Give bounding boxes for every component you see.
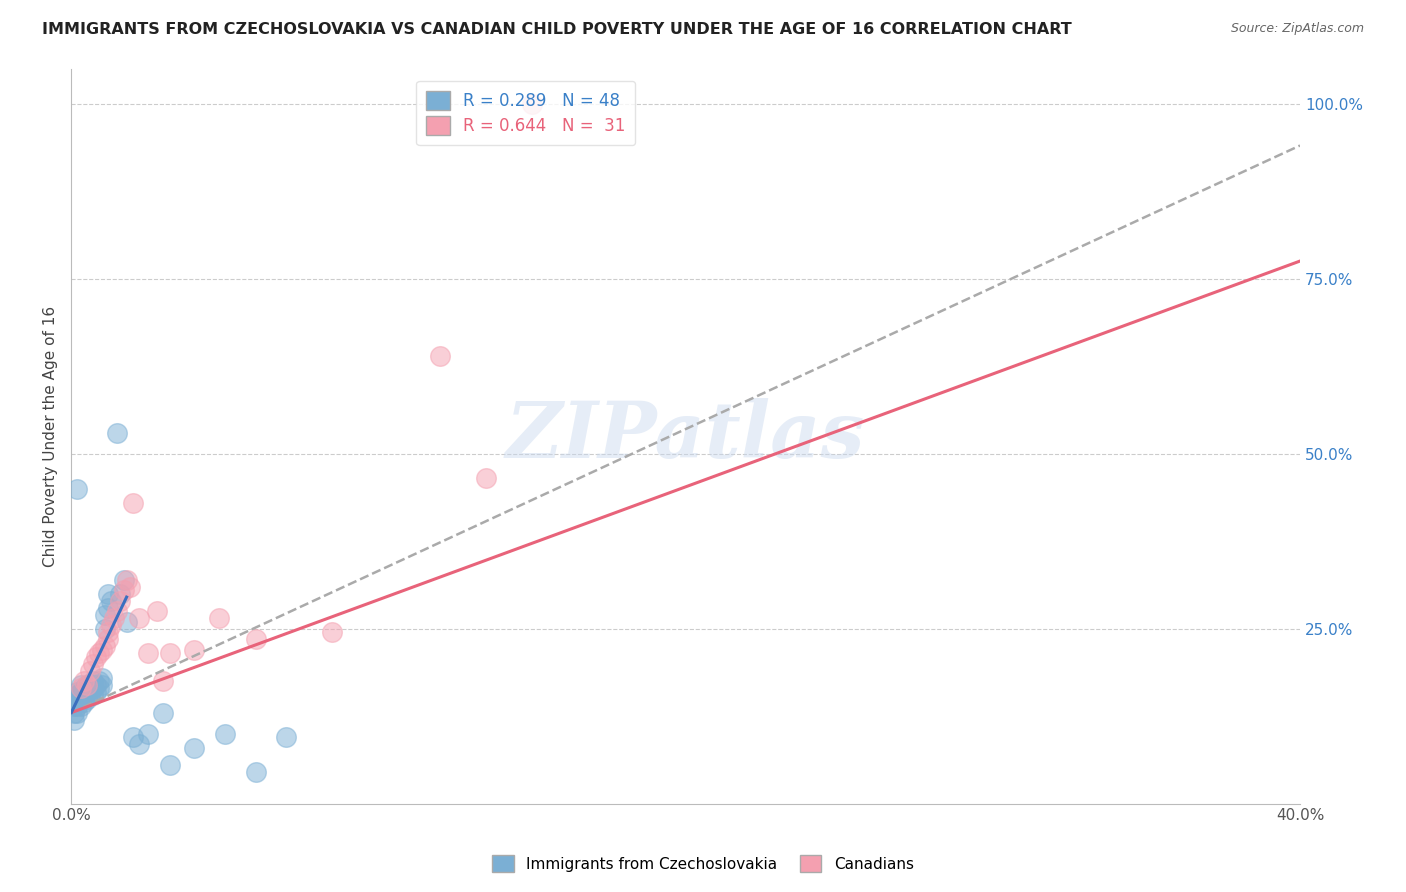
Point bbox=[91, 671, 114, 685]
Point bbox=[183, 740, 205, 755]
Point bbox=[69, 684, 91, 698]
Point bbox=[152, 706, 174, 720]
Point bbox=[429, 349, 451, 363]
Point bbox=[128, 737, 150, 751]
Point bbox=[276, 730, 298, 744]
Point bbox=[112, 573, 135, 587]
Point bbox=[63, 713, 86, 727]
Text: ZIPatlas: ZIPatlas bbox=[506, 398, 865, 475]
Point bbox=[72, 695, 94, 709]
Point bbox=[69, 698, 91, 713]
Point bbox=[66, 482, 89, 496]
Point bbox=[245, 632, 267, 646]
Point bbox=[79, 681, 101, 695]
Point bbox=[112, 583, 135, 598]
Text: IMMIGRANTS FROM CZECHOSLOVAKIA VS CANADIAN CHILD POVERTY UNDER THE AGE OF 16 COR: IMMIGRANTS FROM CZECHOSLOVAKIA VS CANADI… bbox=[42, 22, 1071, 37]
Point bbox=[94, 622, 117, 636]
Point bbox=[82, 657, 104, 671]
Point bbox=[91, 642, 114, 657]
Point bbox=[76, 677, 98, 691]
Point bbox=[97, 625, 120, 640]
Point bbox=[66, 684, 89, 698]
Point bbox=[69, 681, 91, 695]
Point bbox=[72, 674, 94, 689]
Point bbox=[84, 677, 107, 691]
Point bbox=[136, 726, 159, 740]
Point bbox=[82, 681, 104, 695]
Point bbox=[66, 688, 89, 702]
Point bbox=[72, 688, 94, 702]
Point bbox=[87, 674, 110, 689]
Point bbox=[214, 726, 236, 740]
Point bbox=[94, 639, 117, 653]
Point bbox=[100, 618, 122, 632]
Text: Source: ZipAtlas.com: Source: ZipAtlas.com bbox=[1230, 22, 1364, 36]
Point bbox=[520, 96, 543, 111]
Point bbox=[72, 681, 94, 695]
Point bbox=[69, 677, 91, 691]
Point bbox=[63, 691, 86, 706]
Point bbox=[475, 471, 498, 485]
Point bbox=[115, 573, 138, 587]
Point bbox=[66, 698, 89, 713]
Legend: R = 0.289   N = 48, R = 0.644   N =  31: R = 0.289 N = 48, R = 0.644 N = 31 bbox=[416, 80, 636, 145]
Point bbox=[152, 674, 174, 689]
Point bbox=[97, 600, 120, 615]
Point bbox=[87, 646, 110, 660]
Point bbox=[105, 604, 128, 618]
Point bbox=[63, 698, 86, 713]
Point bbox=[94, 607, 117, 622]
Point bbox=[245, 765, 267, 780]
Point bbox=[183, 642, 205, 657]
Point bbox=[146, 604, 169, 618]
Point bbox=[79, 688, 101, 702]
Point bbox=[321, 625, 343, 640]
Point bbox=[87, 681, 110, 695]
Point bbox=[84, 684, 107, 698]
Point bbox=[110, 586, 132, 600]
Point bbox=[103, 611, 125, 625]
Point bbox=[115, 615, 138, 629]
Point bbox=[136, 646, 159, 660]
Y-axis label: Child Poverty Under the Age of 16: Child Poverty Under the Age of 16 bbox=[44, 305, 58, 566]
Point bbox=[159, 646, 181, 660]
Point bbox=[97, 586, 120, 600]
Point bbox=[91, 677, 114, 691]
Point bbox=[105, 425, 128, 440]
Point bbox=[84, 649, 107, 664]
Point bbox=[121, 495, 143, 509]
Point bbox=[82, 674, 104, 689]
Point bbox=[121, 730, 143, 744]
Point bbox=[82, 688, 104, 702]
Point bbox=[159, 758, 181, 772]
Point bbox=[79, 664, 101, 678]
Point bbox=[128, 611, 150, 625]
Point bbox=[69, 691, 91, 706]
Legend: Immigrants from Czechoslovakia, Canadians: Immigrants from Czechoslovakia, Canadian… bbox=[485, 847, 921, 880]
Point bbox=[110, 593, 132, 607]
Point bbox=[63, 706, 86, 720]
Point bbox=[66, 706, 89, 720]
Point bbox=[118, 580, 141, 594]
Point bbox=[76, 677, 98, 691]
Point bbox=[76, 684, 98, 698]
Point bbox=[208, 611, 231, 625]
Point bbox=[100, 593, 122, 607]
Point bbox=[76, 691, 98, 706]
Point bbox=[97, 632, 120, 646]
